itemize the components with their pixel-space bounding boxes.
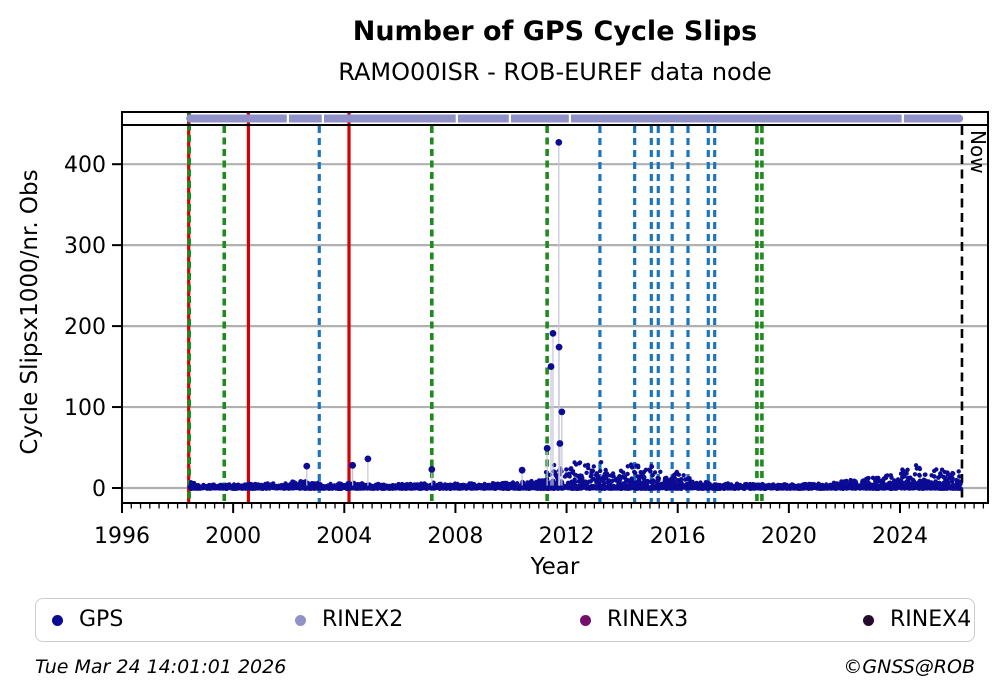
svg-text:0: 0 (92, 477, 106, 502)
gps-scatter-points (187, 138, 963, 492)
legend-item-rinex2: RINEX2 (295, 599, 403, 641)
svg-text:2012: 2012 (539, 524, 595, 549)
axes-and-ticks (112, 111, 989, 513)
credit-text: ©GNSS@ROB (843, 656, 975, 678)
svg-text:1996: 1996 (94, 524, 150, 549)
gridlines (122, 163, 988, 490)
tick-labels: 0 100 200 300 400 1996 2000 2004 2008 2012 2016 202… (64, 153, 928, 549)
legend-item-gps: GPS (52, 599, 123, 641)
svg-text:400: 400 (64, 153, 106, 178)
event-lines (187, 112, 964, 503)
legend-label-rinex3: RINEX3 (607, 607, 689, 632)
rinex2-availability-bar (186, 113, 964, 124)
y-axis-label: Cycle Slipsx1000/nr. Obs (17, 169, 43, 455)
plot-timestamp: Tue Mar 24 14:01:01 2026 (35, 656, 287, 678)
rinex2-marker-icon (295, 614, 306, 626)
legend-box: GPS RINEX2 RINEX3 RINEX4 (35, 598, 975, 642)
legend-label-rinex4: RINEX4 (890, 607, 972, 632)
x-axis-label: Year (530, 554, 580, 580)
svg-text:2004: 2004 (316, 524, 372, 549)
svg-text:2024: 2024 (872, 524, 928, 549)
legend-label-rinex2: RINEX2 (322, 607, 404, 632)
svg-text:2016: 2016 (650, 524, 706, 549)
chart-title: Number of GPS Cycle Slips (352, 16, 758, 47)
rinex3-marker-icon (580, 614, 591, 626)
svg-text:2020: 2020 (761, 524, 817, 549)
legend-item-rinex4: RINEX4 (863, 599, 971, 641)
rinex4-marker-icon (863, 614, 874, 626)
svg-text:2000: 2000 (205, 524, 261, 549)
svg-text:100: 100 (64, 396, 106, 421)
now-line-label: Now (966, 130, 990, 174)
chart-subtitle: RAMO00ISR - ROB-EUREF data node (338, 58, 772, 86)
svg-text:200: 200 (64, 315, 106, 340)
legend-item-rinex3: RINEX3 (580, 599, 688, 641)
svg-text:300: 300 (64, 234, 106, 259)
legend-label-gps: GPS (79, 607, 124, 632)
svg-text:2008: 2008 (427, 524, 483, 549)
gps-marker-icon (52, 614, 63, 626)
